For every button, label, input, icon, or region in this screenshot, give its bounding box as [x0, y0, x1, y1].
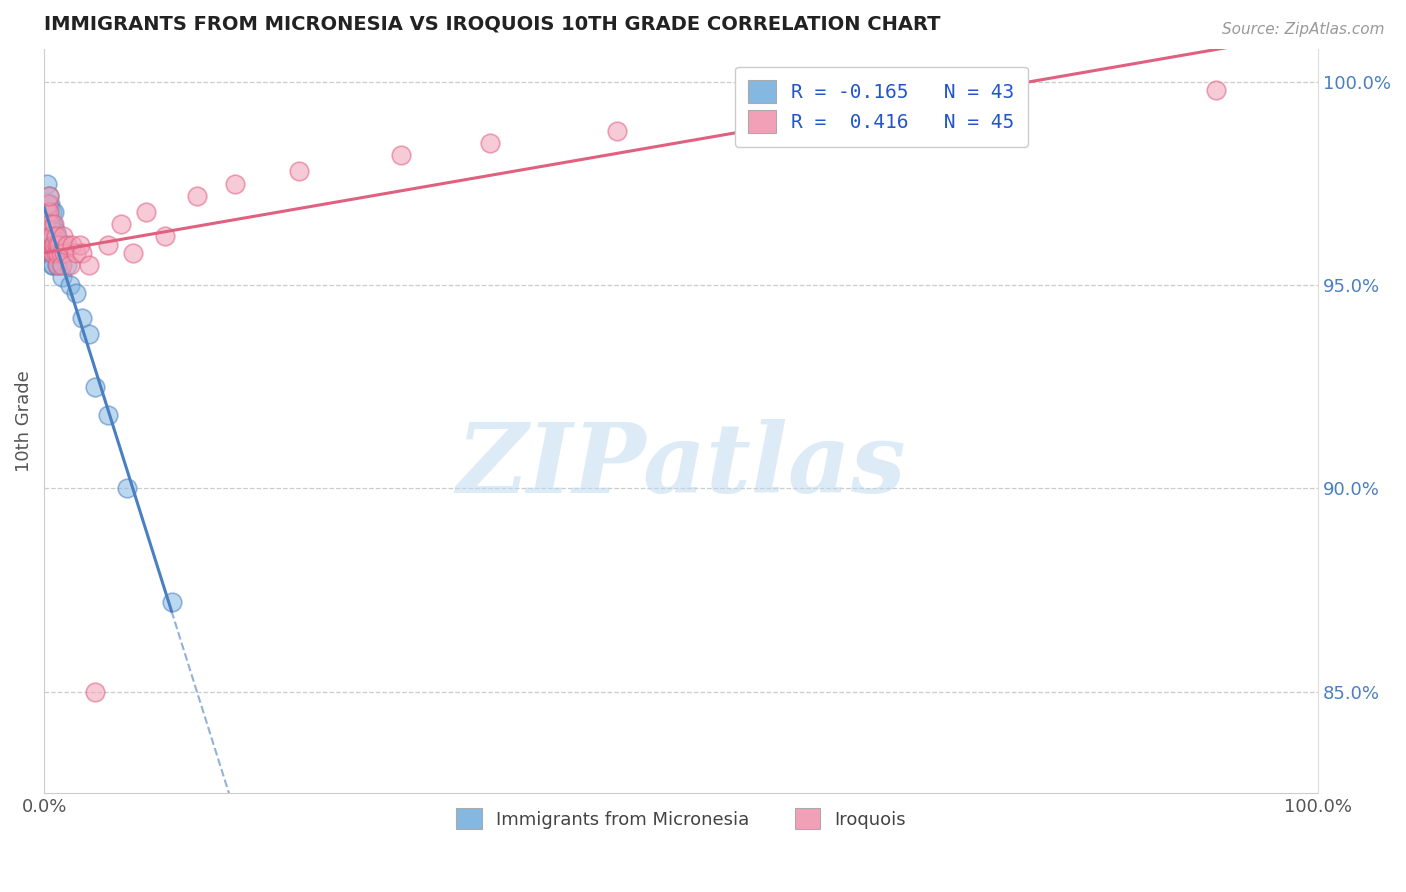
- Point: [46, 245, 69, 260]
- Point: [45, 245, 67, 260]
- Point: [41, 229, 63, 244]
- Point: [49, 258, 72, 272]
- Point: [56, 258, 79, 272]
- Point: [39, 245, 62, 260]
- Point: [77, 326, 100, 341]
- Point: [72, 245, 94, 260]
- Point: [84, 380, 107, 394]
- Point: [58, 278, 80, 293]
- Point: [44, 226, 66, 240]
- Point: [34, 237, 56, 252]
- Point: [44, 205, 66, 219]
- Point: [42, 258, 65, 272]
- Point: [48, 237, 70, 252]
- Point: [97, 237, 120, 252]
- Point: [39, 197, 62, 211]
- Point: [38, 205, 60, 219]
- Point: [41, 245, 63, 260]
- Point: [60, 237, 83, 252]
- Point: [41, 258, 63, 272]
- Point: [45, 229, 67, 244]
- Point: [1205, 83, 1227, 97]
- Point: [606, 124, 628, 138]
- Point: [77, 258, 100, 272]
- Point: [115, 482, 138, 496]
- Point: [39, 229, 62, 244]
- Point: [65, 286, 87, 301]
- Point: [39, 229, 62, 244]
- Point: [288, 164, 311, 178]
- Point: [52, 229, 75, 244]
- Point: [49, 245, 72, 260]
- Point: [46, 258, 69, 272]
- Point: [51, 258, 73, 272]
- Point: [41, 229, 63, 244]
- Point: [39, 217, 62, 231]
- Point: [42, 237, 65, 252]
- Point: [38, 188, 60, 202]
- Point: [38, 205, 60, 219]
- Y-axis label: 10th Grade: 10th Grade: [15, 370, 32, 472]
- Text: IMMIGRANTS FROM MICRONESIA VS IROQUOIS 10TH GRADE CORRELATION CHART: IMMIGRANTS FROM MICRONESIA VS IROQUOIS 1…: [44, 15, 941, 34]
- Point: [48, 245, 70, 260]
- Point: [45, 245, 67, 260]
- Point: [45, 229, 67, 244]
- Point: [41, 205, 63, 219]
- Point: [69, 237, 91, 252]
- Point: [52, 237, 75, 252]
- Point: [39, 217, 62, 231]
- Point: [153, 229, 176, 244]
- Point: [37, 197, 59, 211]
- Point: [97, 409, 120, 423]
- Point: [45, 258, 67, 272]
- Point: [37, 217, 59, 231]
- Point: [65, 245, 87, 260]
- Text: Source: ZipAtlas.com: Source: ZipAtlas.com: [1222, 22, 1385, 37]
- Point: [44, 217, 66, 231]
- Point: [72, 310, 94, 325]
- Point: [45, 258, 67, 272]
- Point: [41, 217, 63, 231]
- Point: [53, 245, 76, 260]
- Point: [45, 237, 67, 252]
- Point: [41, 245, 63, 260]
- Point: [42, 217, 65, 231]
- Point: [51, 270, 73, 285]
- Point: [35, 205, 58, 219]
- Point: [42, 245, 65, 260]
- Point: [44, 237, 66, 252]
- Legend: Immigrants from Micronesia, Iroquois: Immigrants from Micronesia, Iroquois: [449, 801, 912, 837]
- Point: [38, 226, 60, 240]
- Point: [186, 188, 208, 202]
- Point: [135, 205, 157, 219]
- Point: [42, 229, 65, 244]
- Point: [45, 245, 67, 260]
- Point: [42, 245, 65, 260]
- Point: [160, 595, 183, 609]
- Point: [479, 136, 502, 150]
- Point: [45, 226, 67, 240]
- Point: [122, 245, 145, 260]
- Point: [34, 217, 56, 231]
- Point: [110, 217, 132, 231]
- Text: ZIPatlas: ZIPatlas: [457, 419, 905, 513]
- Point: [44, 245, 66, 260]
- Point: [46, 237, 69, 252]
- Point: [224, 177, 246, 191]
- Point: [35, 177, 58, 191]
- Point: [38, 188, 60, 202]
- Point: [734, 107, 756, 121]
- Point: [389, 148, 412, 162]
- Point: [84, 684, 107, 698]
- Point: [925, 95, 948, 110]
- Point: [56, 237, 79, 252]
- Point: [37, 197, 59, 211]
- Point: [58, 258, 80, 272]
